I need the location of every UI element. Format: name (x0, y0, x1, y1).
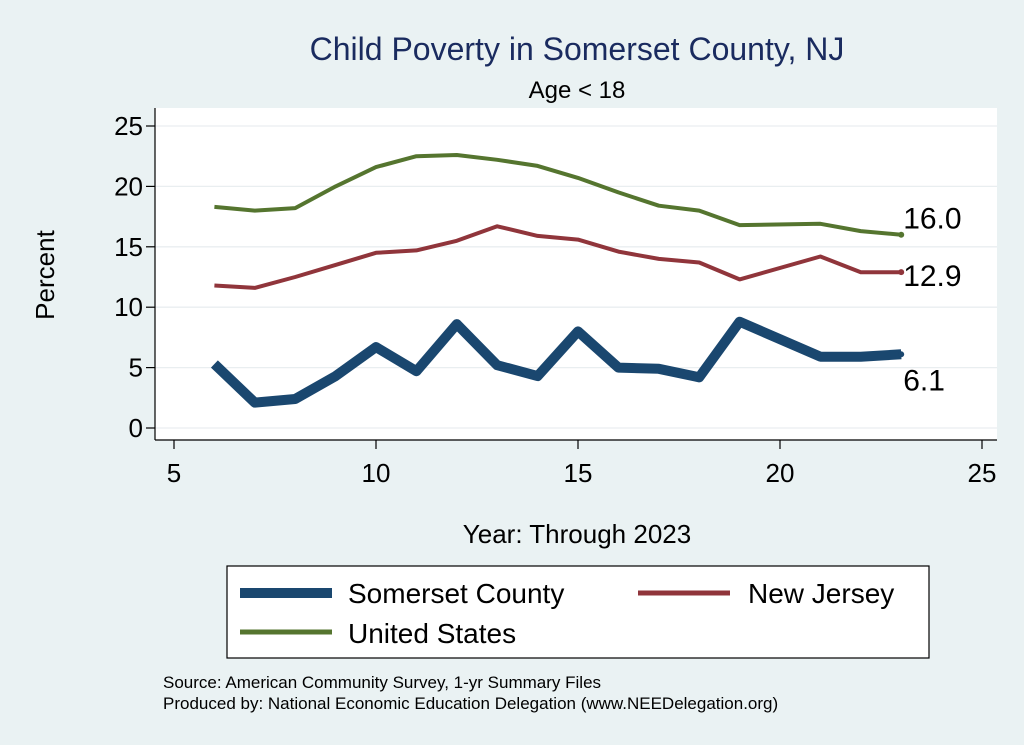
source-note: Source: American Community Survey, 1-yr … (163, 673, 601, 692)
x-axis-label: Year: Through 2023 (463, 519, 691, 549)
gridlines (155, 125, 997, 429)
series-line-somerset (210, 316, 902, 408)
end-label-united-states: 16.0 (903, 203, 961, 236)
produced-by-note: Produced by: National Economic Education… (163, 694, 778, 713)
x-tick-label: 5 (167, 458, 181, 488)
y-tick-label: 0 (129, 413, 143, 443)
series-end-marker-somerset (898, 351, 905, 358)
y-tick-label: 25 (114, 111, 143, 141)
x-tick-label: 20 (766, 458, 795, 488)
legend-label-united-states: United States (348, 618, 516, 649)
series-end-marker-new-jersey (898, 269, 905, 276)
y-tick-label: 20 (114, 171, 143, 201)
plot-area (155, 108, 997, 440)
series-lines: 6.1 12.9 16.0 (210, 153, 962, 408)
series-line-new-jersey (214, 224, 902, 290)
chart-title: Child Poverty in Somerset County, NJ (310, 31, 845, 67)
end-label-somerset: 6.1 (903, 364, 945, 397)
y-axis-label: Percent (30, 229, 60, 319)
y-tick-label: 15 (114, 232, 143, 262)
series-line-united-states (214, 153, 902, 237)
y-tick-label: 10 (114, 292, 143, 322)
legend-label-new-jersey: New Jersey (748, 578, 894, 609)
x-tick-label: 15 (564, 458, 593, 488)
end-label-new-jersey: 12.9 (903, 260, 961, 293)
chart-subtitle: Age < 18 (529, 77, 626, 104)
x-tick-label: 25 (968, 458, 997, 488)
x-tick-label: 10 (362, 458, 391, 488)
legend-label-somerset: Somerset County (348, 578, 564, 609)
legend-box (226, 565, 930, 659)
legend: Somerset County New Jersey United States (226, 565, 930, 659)
y-tick-label: 5 (129, 353, 143, 383)
series-end-marker-united-states (898, 231, 905, 238)
